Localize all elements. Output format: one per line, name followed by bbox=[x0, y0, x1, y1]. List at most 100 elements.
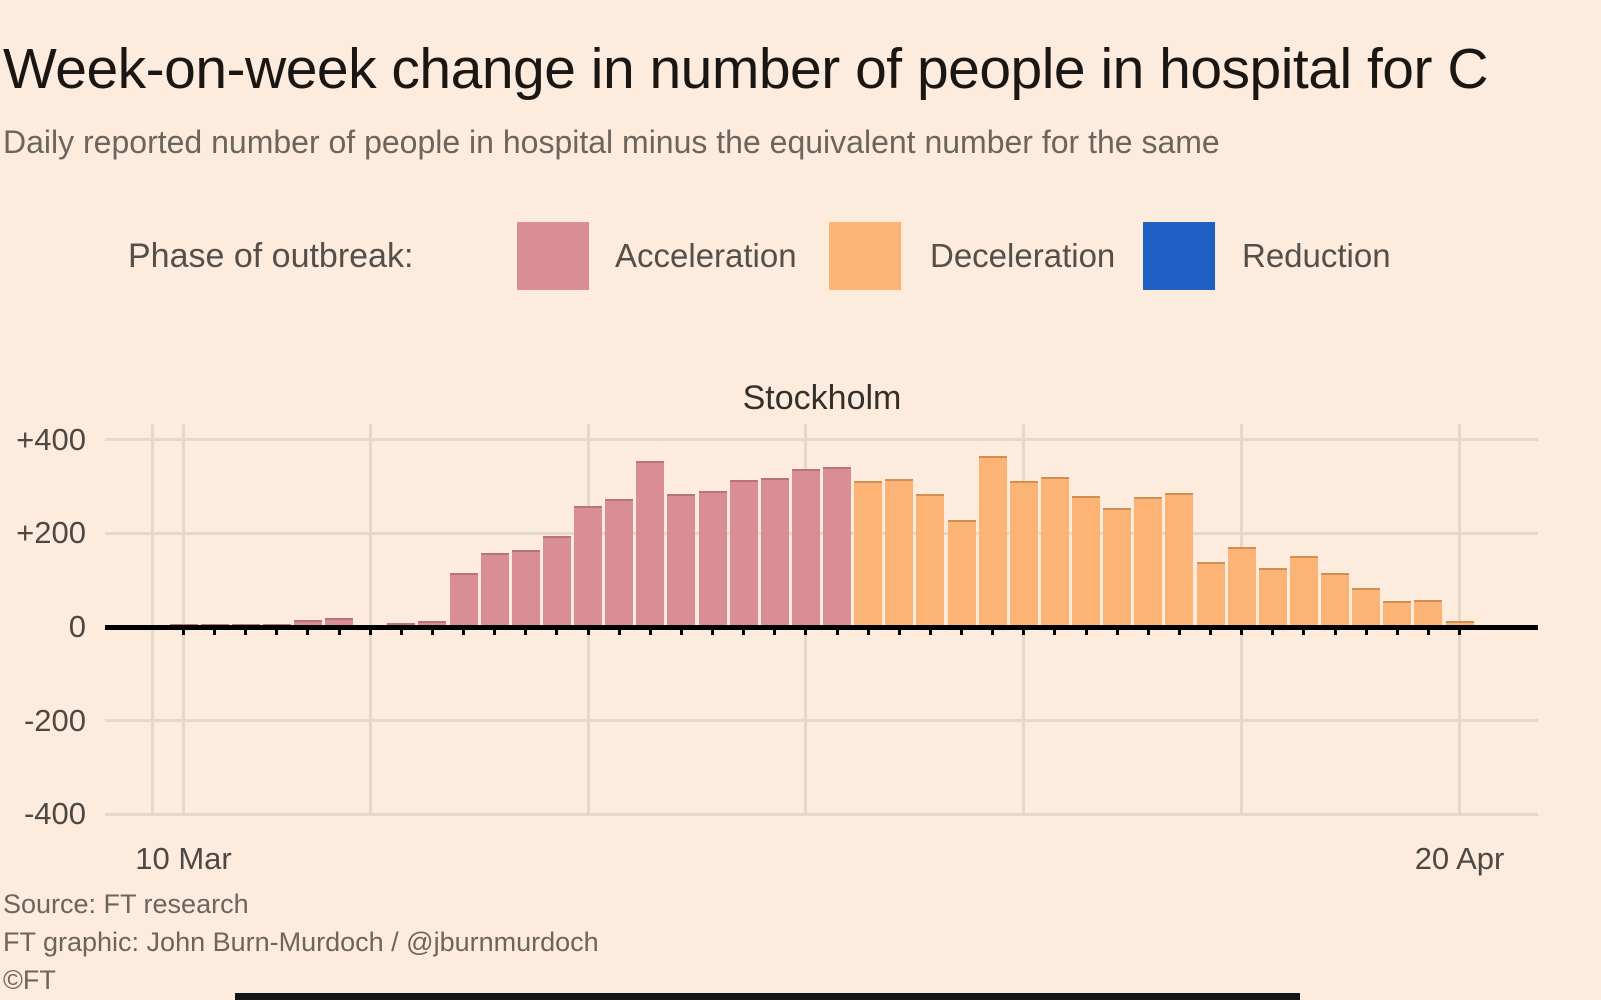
bar-14-Mar bbox=[293, 619, 322, 627]
bar-25-Mar bbox=[636, 460, 665, 627]
zero-axis-line bbox=[105, 624, 1538, 630]
bar-31-Mar bbox=[823, 466, 852, 627]
axis-day-tick bbox=[1271, 629, 1275, 635]
bar-30-Mar bbox=[791, 468, 820, 627]
bar-22-Mar bbox=[542, 536, 571, 627]
bar-4-Apr bbox=[947, 520, 976, 627]
axis-day-tick bbox=[928, 629, 932, 635]
bar-20-Mar bbox=[480, 553, 509, 627]
axis-day-tick bbox=[555, 629, 559, 635]
axis-day-tick bbox=[1053, 629, 1057, 635]
bar-20-Apr bbox=[1445, 620, 1474, 627]
bar-3-Apr bbox=[916, 493, 945, 627]
axis-day-tick bbox=[1302, 629, 1306, 635]
axis-day-tick bbox=[1395, 629, 1399, 635]
axis-day-tick bbox=[586, 629, 590, 635]
reduction-label: Reduction bbox=[1242, 237, 1391, 274]
axis-day-tick bbox=[648, 629, 652, 635]
axis-day-tick bbox=[711, 629, 715, 635]
axis-day-tick bbox=[742, 629, 746, 635]
copyright-line: ©FT bbox=[3, 965, 56, 995]
bar-16-Apr bbox=[1321, 572, 1349, 627]
x-axis-tick-label: 10 Mar bbox=[135, 841, 232, 876]
bar-13-Apr bbox=[1227, 547, 1256, 627]
bar-6-Apr bbox=[1009, 480, 1038, 627]
axis-day-tick bbox=[804, 629, 808, 635]
bar-26-Mar bbox=[667, 494, 696, 627]
bar-11-Apr bbox=[1165, 493, 1194, 627]
axis-day-tick bbox=[897, 629, 901, 635]
x-gridline bbox=[150, 424, 154, 816]
axis-day-tick bbox=[835, 629, 839, 635]
y-axis-tick-label: -400 bbox=[23, 796, 86, 832]
bar-14-Apr bbox=[1258, 567, 1287, 627]
acceleration-swatch bbox=[517, 222, 589, 290]
axis-day-tick bbox=[213, 629, 217, 635]
axis-day-tick bbox=[1084, 629, 1088, 635]
axis-day-tick bbox=[275, 629, 279, 635]
bar-15-Apr bbox=[1289, 555, 1318, 627]
deceleration-label: Deceleration bbox=[930, 237, 1116, 274]
credit-line: FT graphic: John Burn-Murdoch / @jburnmu… bbox=[3, 927, 599, 957]
axis-day-tick bbox=[1177, 629, 1181, 635]
axis-day-tick bbox=[1146, 629, 1150, 635]
axis-day-tick bbox=[462, 629, 466, 635]
bar-12-Apr bbox=[1196, 562, 1225, 627]
chart-title: Stockholm bbox=[742, 379, 902, 417]
axis-day-tick bbox=[1115, 629, 1119, 635]
bar-19-Mar bbox=[449, 573, 478, 627]
bar-10-Apr bbox=[1134, 497, 1163, 627]
bar-5-Apr bbox=[978, 455, 1007, 627]
axis-day-tick bbox=[960, 629, 964, 635]
x-gridline bbox=[1458, 424, 1461, 816]
reduction-swatch bbox=[1143, 222, 1215, 290]
axis-day-tick bbox=[679, 629, 683, 635]
bar-23-Mar bbox=[574, 506, 603, 627]
source-line: Source: FT research bbox=[3, 889, 249, 919]
y-gridline bbox=[105, 531, 1538, 535]
y-gridline bbox=[105, 812, 1538, 816]
axis-day-tick bbox=[306, 629, 310, 635]
y-axis-tick-label: -200 bbox=[23, 702, 86, 738]
bottom-edge-strip bbox=[235, 993, 1300, 1000]
x-axis-tick-label: 20 Apr bbox=[1414, 841, 1505, 876]
bar-29-Mar bbox=[760, 477, 789, 627]
axis-day-tick bbox=[866, 629, 870, 635]
bar-9-Apr bbox=[1103, 507, 1132, 627]
phase-legend: Phase of outbreak: Acceleration Decelerat… bbox=[0, 222, 1601, 292]
axis-day-tick bbox=[1333, 629, 1337, 635]
axis-day-tick bbox=[1022, 629, 1026, 635]
y-axis-tick-label: +200 bbox=[16, 515, 86, 551]
axis-day-tick bbox=[991, 629, 995, 635]
axis-day-tick bbox=[1364, 629, 1368, 635]
axis-day-tick bbox=[399, 629, 403, 635]
axis-day-tick bbox=[244, 629, 248, 635]
y-axis-tick-label: +400 bbox=[16, 421, 86, 457]
axis-day-tick bbox=[368, 629, 372, 635]
axis-day-tick bbox=[1240, 629, 1244, 635]
bar-2-Apr bbox=[885, 479, 914, 627]
y-gridline bbox=[105, 719, 1538, 723]
bar-17-Apr bbox=[1352, 588, 1381, 627]
y-gridline bbox=[105, 438, 1538, 442]
x-gridline bbox=[182, 424, 185, 816]
axis-day-tick bbox=[337, 629, 341, 635]
page-title: Week-on-week change in number of people … bbox=[3, 37, 1488, 101]
bar-18-Apr bbox=[1383, 600, 1412, 627]
bar-21-Mar bbox=[511, 550, 540, 627]
axis-day-tick bbox=[1458, 629, 1461, 635]
deceleration-swatch bbox=[829, 222, 901, 290]
bar-1-Apr bbox=[854, 480, 883, 627]
bar-27-Mar bbox=[698, 490, 727, 627]
axis-day-tick bbox=[1426, 629, 1430, 635]
y-axis-tick-label: 0 bbox=[68, 609, 86, 644]
bar-8-Apr bbox=[1072, 495, 1101, 627]
axis-day-tick bbox=[1209, 629, 1213, 635]
axis-day-tick bbox=[182, 629, 185, 635]
legend-label: Phase of outbreak: bbox=[128, 237, 414, 275]
bar-7-Apr bbox=[1040, 477, 1069, 627]
bar-28-Mar bbox=[729, 479, 758, 627]
page-subtitle: Daily reported number of people in hospi… bbox=[3, 124, 1220, 160]
